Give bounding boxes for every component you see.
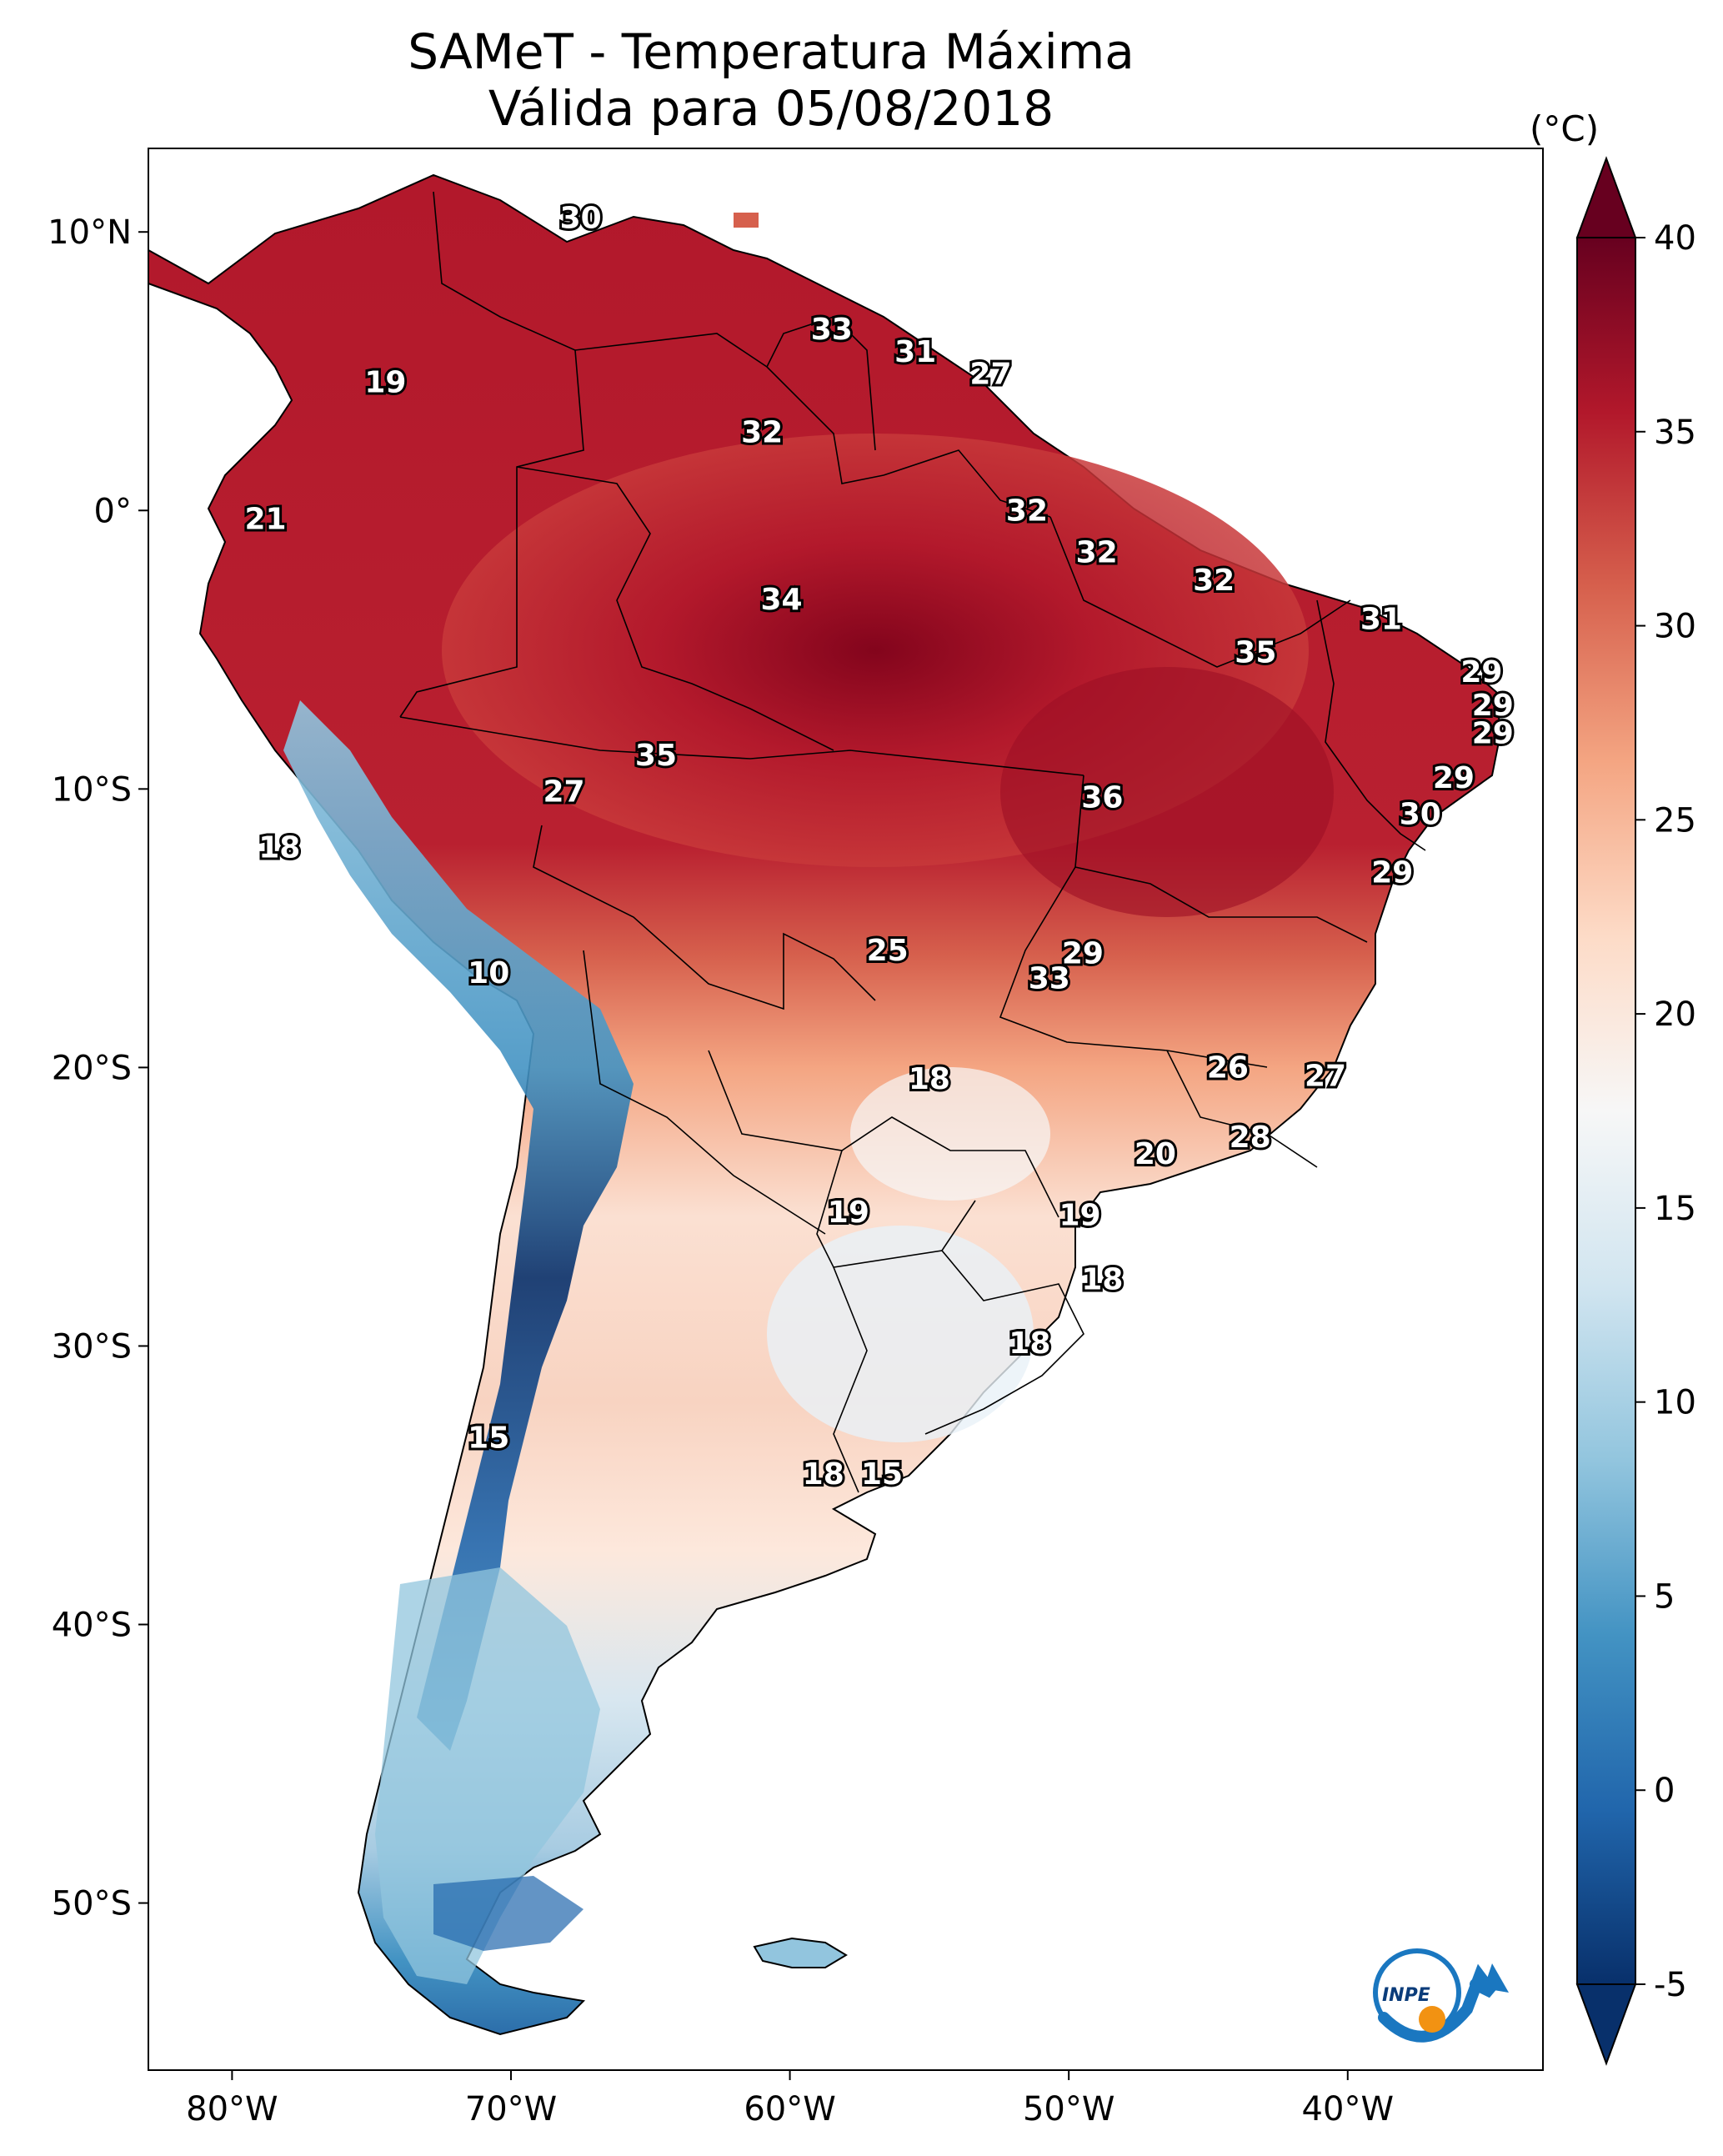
temperature-label: 21 [244,502,286,536]
inpe-logo-icon: INPE [1373,1948,1509,2043]
temperature-label: 30 [1400,797,1441,831]
temperature-label: 33 [1029,961,1070,995]
temperature-label: 27 [1305,1059,1346,1093]
temperature-label: 31 [894,335,936,369]
temperature-label: 33 [811,313,853,347]
temperature-label: 18 [1081,1262,1123,1296]
south-brazil-cool [767,1226,1034,1442]
map-border [148,148,1544,2071]
patagonia-cold [375,1567,600,1984]
andes-cold-band [283,700,634,1751]
colorbar-min-arrow [1575,1983,1637,2066]
temperature-label: 36 [1081,780,1123,815]
colorbar-tick-label: 10 [1654,1384,1696,1422]
map-title: SAMeT - Temperatura Máxima [408,23,1134,80]
temperature-label: 15 [861,1457,903,1492]
colorbar-tick-label: 30 [1654,608,1696,646]
colorbar-tick-label: 40 [1654,219,1696,258]
temperature-label: 10 [468,956,509,990]
temperature-label: 18 [258,830,300,865]
lat-tick-label: 40°S [52,1607,132,1645]
lat-tick-label: 10°S [52,770,132,809]
caribbean-island [734,213,759,228]
colorbar-tick-label: -5 [1654,1966,1687,2004]
temperature-label: 34 [760,583,802,617]
patagonia-south-deep [433,1876,584,1951]
heat-core-east [1000,667,1334,917]
temperature-label: 19 [1059,1198,1101,1232]
temperature-label: 28 [1230,1121,1271,1155]
mato-grosso-sul-mild [850,1067,1050,1201]
temperature-label: 19 [364,366,406,400]
temperature-label: 18 [803,1457,844,1492]
colorbar: 40 35 30 25 20 15 10 5 0 -5 [1575,156,1696,2066]
temperature-label: 35 [635,739,677,773]
temperature-label: 26 [1207,1050,1249,1085]
longitude-axis: 80°W 70°W 60°W 50°W 40°W [186,2070,1394,2128]
temperature-label: 25 [867,934,909,968]
temperature-label: 20 [1134,1137,1176,1171]
colorbar-tick-label: 0 [1654,1772,1675,1810]
lon-tick-label: 60°W [744,2090,835,2128]
lat-tick-label: 0° [94,492,132,530]
logo-text: INPE [1382,1985,1430,2006]
colorbar-tick-label: 25 [1654,801,1696,840]
temperature-label: 32 [1006,494,1048,528]
temperature-label: 29 [1460,655,1502,689]
lon-tick-label: 40°W [1302,2090,1394,2128]
temperature-label: 31 [1360,603,1402,637]
colorbar-scale [1576,237,1636,1985]
temperature-label: 29 [1371,856,1413,890]
lat-tick-label: 20°S [52,1049,132,1087]
colorbar-units: (°C) [1530,108,1600,149]
colorbar-tick-label: 20 [1654,995,1696,1034]
falkland-islands [753,1937,848,1968]
temperature-label: 29 [1472,717,1514,751]
lat-tick-label: 10°N [48,213,132,252]
lon-tick-label: 50°W [1023,2090,1114,2128]
country-borders [399,191,1426,1493]
colorbar-max-arrow [1575,156,1637,238]
temperature-label: 29 [1472,689,1514,723]
lat-tick-label: 30°S [52,1327,132,1366]
temperature-label: 32 [741,416,783,450]
lat-tick-label: 50°S [52,1885,132,1923]
temperature-label: 19 [828,1196,869,1230]
lon-tick-label: 80°W [186,2090,278,2128]
temperature-label: 27 [969,358,1011,392]
temperature-label: 32 [1076,535,1118,569]
temperature-label: 35 [1235,636,1276,670]
temperature-label: 29 [1433,761,1475,795]
temperature-label: 18 [909,1062,950,1096]
temperature-label: 30 [560,202,602,236]
latitude-axis: 10°N 0° 10°S 20°S 30°S 40°S 50°S [48,213,148,1923]
temperature-label: 27 [543,775,584,810]
colorbar-tick-label: 35 [1654,414,1696,452]
land-layer [148,173,1502,2036]
temperature-label: 18 [1009,1326,1050,1361]
lon-tick-label: 70°W [465,2090,557,2128]
colorbar-tick-label: 15 [1654,1190,1696,1228]
temperature-label: 15 [468,1421,509,1456]
temperature-label: 32 [1193,564,1235,598]
temperature-label: 29 [1062,936,1104,970]
map-subtitle: Válida para 05/08/2018 [488,80,1054,137]
colorbar-tick-label: 5 [1654,1577,1675,1616]
